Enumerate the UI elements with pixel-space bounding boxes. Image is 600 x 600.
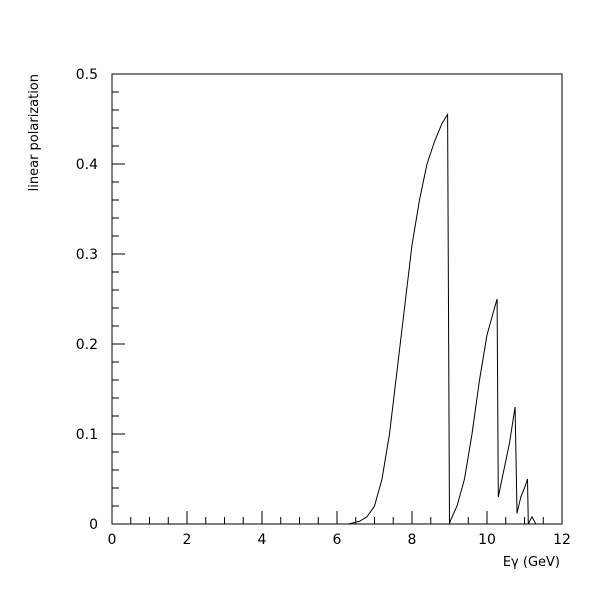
axis-ticks <box>111 73 563 525</box>
x-tick-label: 4 <box>258 532 267 548</box>
x-axis-label: Eγ (GeV) <box>503 555 560 570</box>
y-tick-labels: 0 0.1 0.2 0.3 0.4 0.5 <box>76 67 98 533</box>
x-tick-labels: 0 2 4 6 8 10 12 <box>108 532 571 548</box>
y-tick-label: 0.4 <box>76 157 98 173</box>
plot-frame <box>111 73 563 525</box>
y-axis-label: linear polarization <box>27 74 42 191</box>
x-tick-label: 12 <box>553 532 571 548</box>
y-tick-label: 0.2 <box>76 337 98 353</box>
y-tick-label: 0 <box>89 517 98 533</box>
x-tick-label: 10 <box>478 532 496 548</box>
y-tick-label: 0.3 <box>76 247 98 263</box>
series-line <box>112 112 537 525</box>
x-tick-label: 6 <box>333 532 342 548</box>
x-tick-label: 0 <box>108 532 117 548</box>
x-tick-label: 2 <box>183 532 192 548</box>
x-tick-label: 8 <box>408 532 417 548</box>
y-tick-label: 0.1 <box>76 427 98 443</box>
y-tick-label: 0.5 <box>76 67 98 83</box>
